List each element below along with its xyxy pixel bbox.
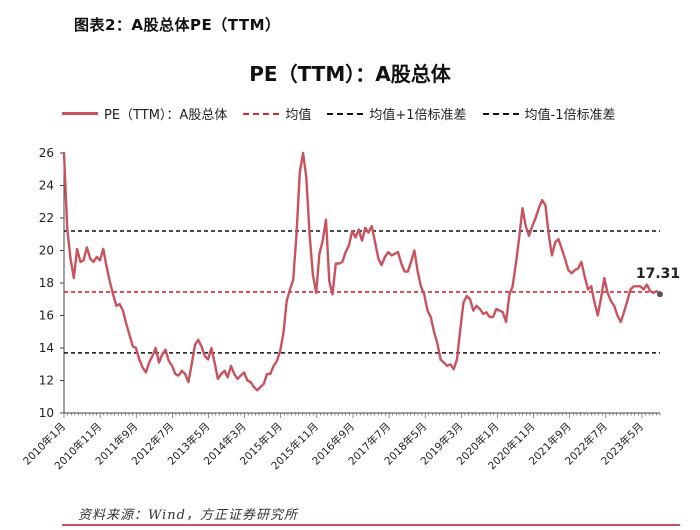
legend-swatch-pe	[62, 112, 98, 115]
y-tick-label: 10	[39, 406, 54, 420]
y-tick-label: 16	[39, 309, 54, 323]
line-chart: 10 12 14 16 18 20 22 24 26 2010年1月2010年11月2011年9…	[20, 146, 680, 472]
y-tick-label: 22	[39, 211, 54, 225]
legend: PE（TTM）：A股总体 均值 均值+1倍标准差 均值-1倍标准差	[62, 104, 631, 123]
legend-label-lower: 均值-1倍标准差	[524, 108, 616, 123]
series-layer	[62, 151, 662, 392]
legend-swatch-upper	[327, 112, 364, 115]
y-tick-label: 24	[39, 179, 54, 193]
series-line-pe	[62, 151, 662, 392]
x-axis: 2010年1月2010年11月2011年9月2012年7月2013年5月2014…	[20, 412, 661, 472]
source-note: 资料来源：Wind，方正证券研究所	[78, 508, 298, 523]
y-tick-label: 18	[39, 276, 54, 290]
chart-title: PE（TTM）：A股总体	[249, 62, 451, 86]
annotation-point	[657, 291, 663, 298]
legend-label-upper: 均值+1倍标准差	[369, 108, 467, 123]
reference-lines	[64, 230, 660, 354]
footer-rule	[62, 524, 680, 526]
legend-item-pe: PE（TTM）：A股总体	[62, 104, 227, 123]
y-tick-label: 12	[39, 374, 54, 388]
annotation-label: 17.31	[636, 266, 680, 282]
y-tick-label: 26	[39, 146, 54, 160]
legend-swatch-mean	[243, 112, 280, 115]
annotations: 17.31	[636, 266, 680, 298]
y-tick-label: 14	[39, 341, 54, 355]
legend-swatch-lower	[482, 112, 519, 115]
legend-label-mean: 均值	[285, 108, 312, 123]
y-tick-label: 20	[39, 244, 54, 258]
legend-label-pe: PE（TTM）：A股总体	[104, 108, 228, 123]
y-axis: 10 12 14 16 18 20 22 24 26	[39, 146, 65, 420]
legend-item-upper: 均值+1倍标准差	[327, 104, 467, 123]
legend-item-mean: 均值	[243, 104, 311, 123]
legend-item-lower: 均值-1倍标准差	[482, 104, 616, 123]
figure-title: 图表2：A股总体PE（TTM）	[74, 16, 281, 34]
